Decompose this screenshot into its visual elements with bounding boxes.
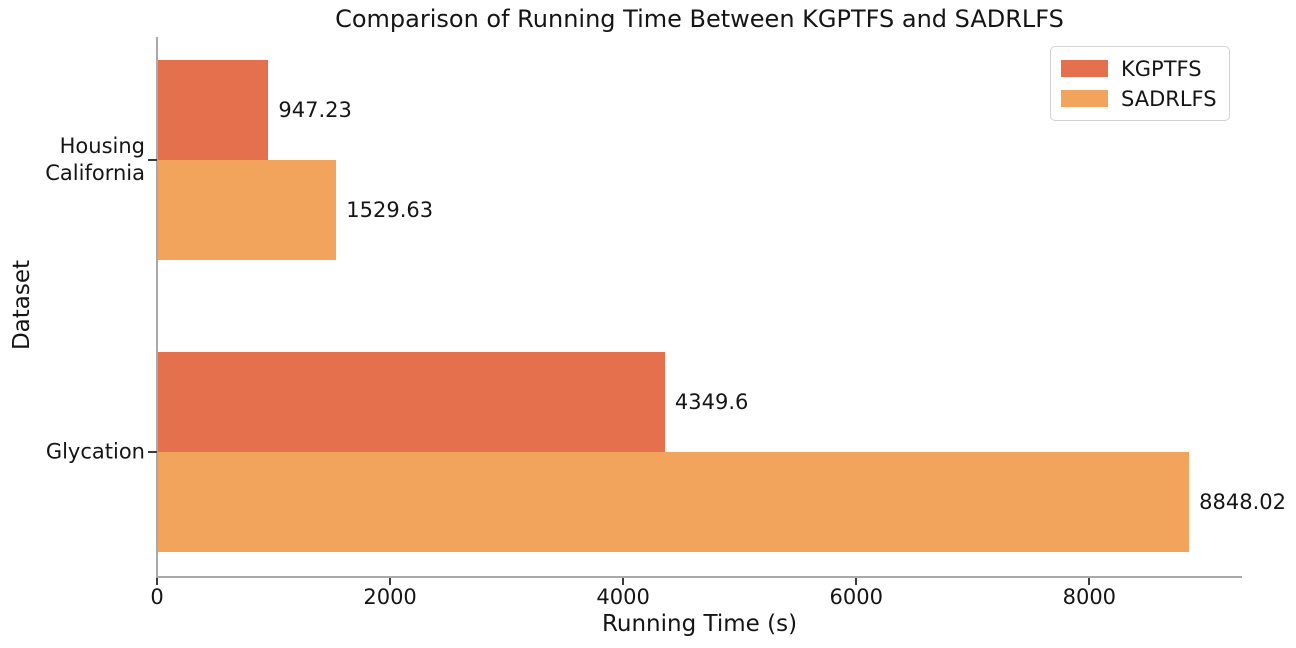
y-tick-label: Housing California [45,134,145,185]
bar-sadrlfs-1 [158,452,1190,552]
x-axis-label: Running Time (s) [601,611,798,637]
bar-value-label: 8848.02 [1199,490,1286,514]
bar-kgptfs-0 [158,60,269,160]
chart-title: Comparison of Running Time Between KGPTF… [335,5,1064,33]
x-tick-label: 2000 [363,585,417,609]
x-tick-label: 8000 [1062,585,1117,609]
legend-swatch-kgptfs [1061,60,1108,77]
legend-label: KGPTFS [1121,56,1202,81]
bar-value-label: 947.23 [278,98,352,122]
bar-value-label: 1529.63 [346,198,434,222]
y-tick-label: Glycation [45,439,145,464]
y-axis-label: Dataset [9,259,35,351]
legend-swatch-sadrlfs [1061,90,1108,107]
x-tick [855,578,858,585]
bar-sadrlfs-0 [158,160,337,260]
legend-row-sadrlfs: SADRLFS [1061,86,1219,111]
legend-label: SADRLFS [1121,86,1217,111]
bar-kgptfs-1 [158,352,665,452]
x-tick-label: 6000 [829,585,883,609]
x-tick [1088,578,1091,585]
x-tick-label: 4000 [596,585,650,609]
legend: KGPTFS SADRLFS [1050,46,1230,121]
x-tick-label: 0 [150,585,164,609]
legend-row-kgptfs: KGPTFS [1061,56,1219,81]
y-axis-spine [156,37,158,578]
x-tick [622,578,625,585]
x-tick [389,578,392,585]
x-axis-spine [156,576,1242,578]
bar-value-label: 4349.6 [674,390,749,414]
y-tick [148,451,157,453]
x-tick [156,578,158,585]
y-tick [148,159,157,161]
